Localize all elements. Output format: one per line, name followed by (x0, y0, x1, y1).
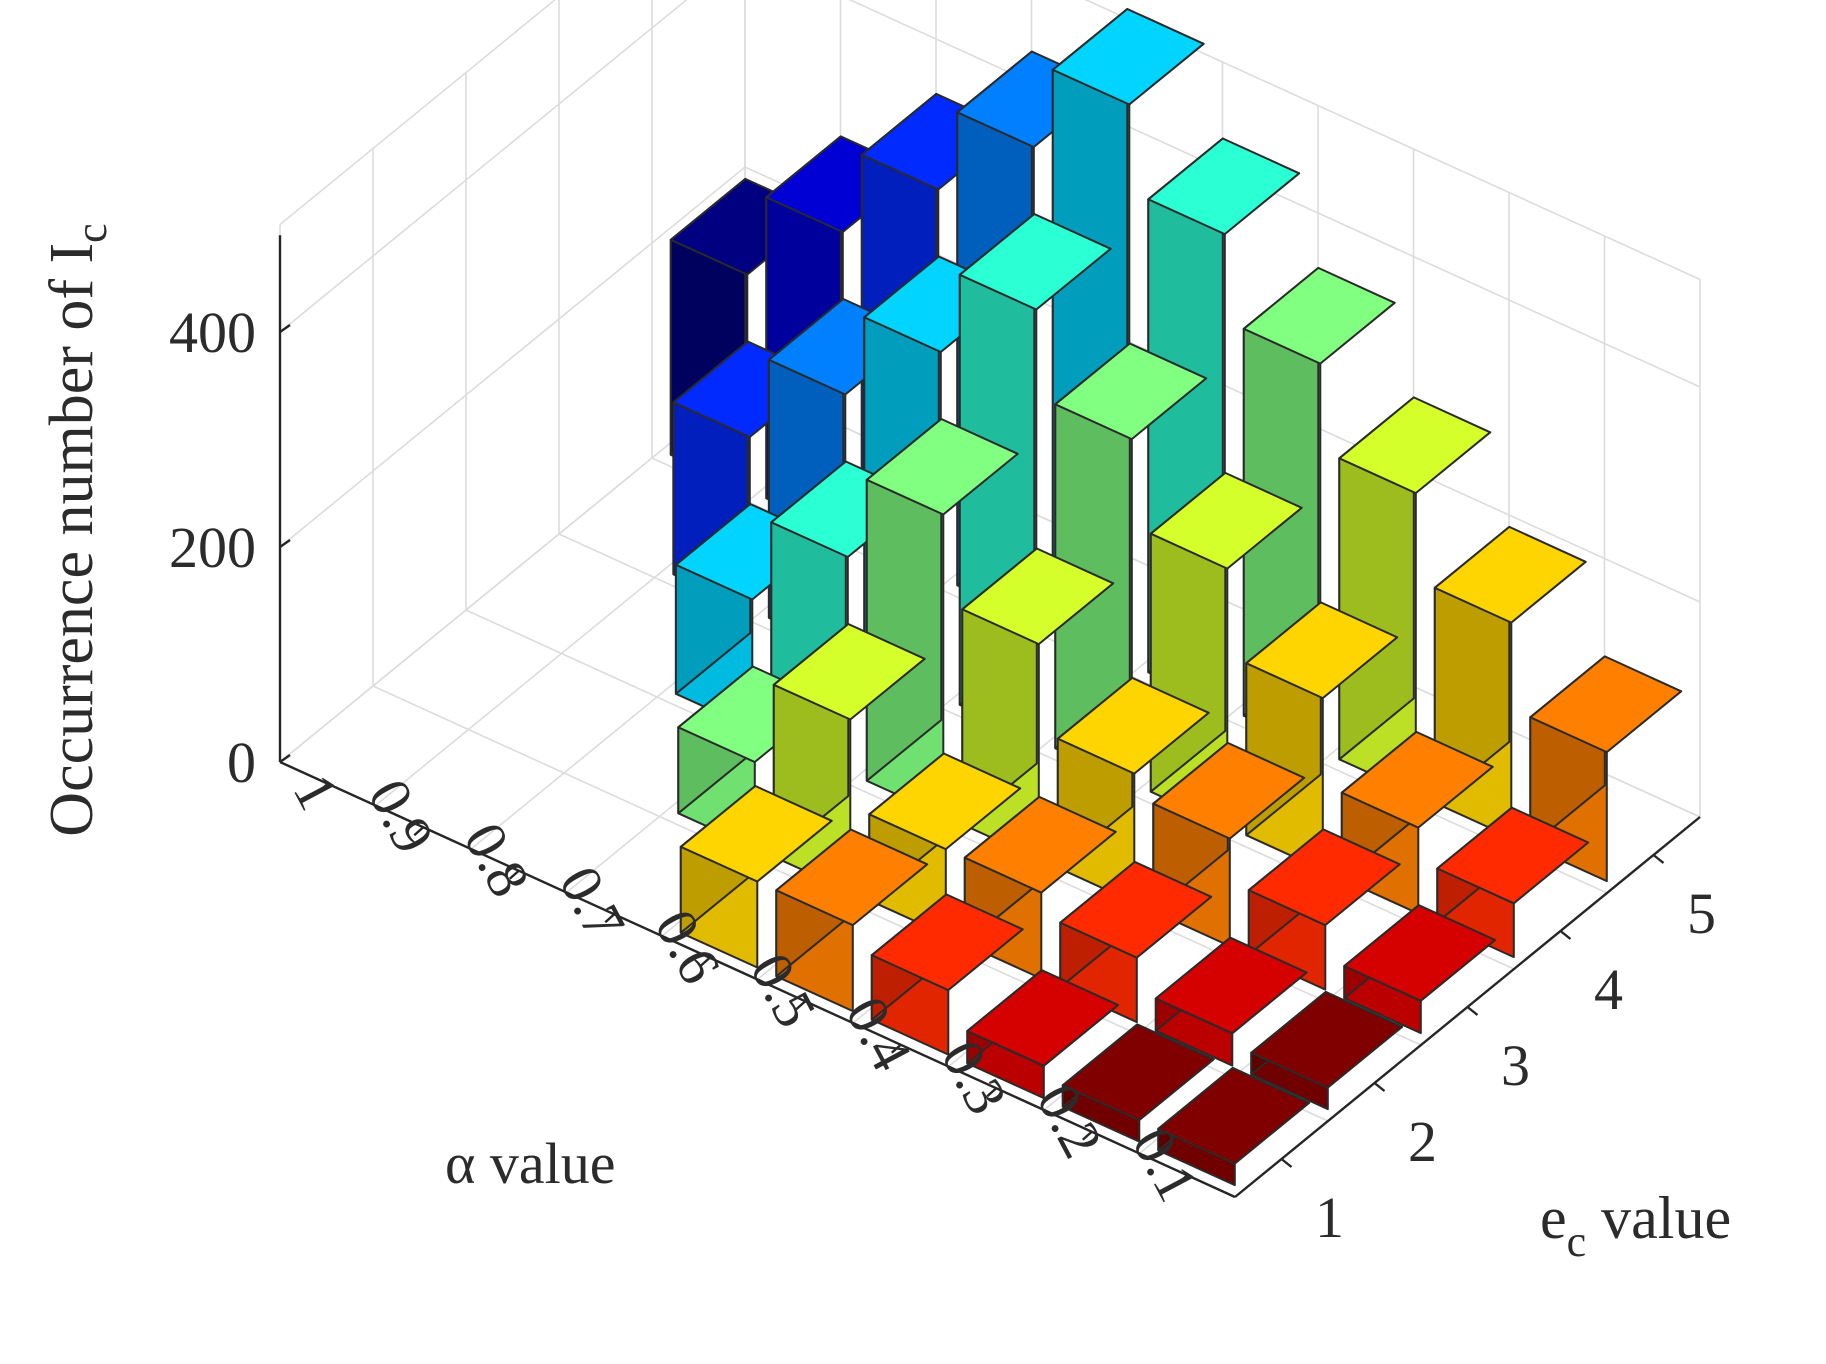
ec-tick-label: 3 (1501, 1033, 1530, 1098)
alpha-tick (604, 913, 616, 924)
bar-top (1152, 741, 1306, 840)
alpha-tick (986, 1087, 998, 1098)
bar-top (1340, 730, 1494, 829)
z-tick (279, 754, 291, 763)
z-axis-label: Occurrence number of Ic (38, 223, 116, 836)
ec-tick-label: 5 (1687, 881, 1716, 946)
alpha-axis-line (279, 760, 1236, 1199)
bar-top (1149, 471, 1303, 570)
bar-top (1154, 936, 1308, 1035)
ec-tick-label: 4 (1594, 957, 1623, 1022)
ec-tick-label: 2 (1408, 1109, 1437, 1174)
ec-tick-label: 1 (1315, 1185, 1344, 1250)
ec-tick (1652, 854, 1665, 864)
bar (1436, 806, 1590, 959)
bar (1157, 1066, 1311, 1187)
bar-top (1529, 655, 1683, 754)
gridline (279, 0, 1701, 281)
bar (1054, 342, 1208, 785)
bar-top (958, 213, 1112, 311)
z-tick-label: 400 (169, 300, 256, 365)
bar (679, 785, 833, 969)
bar (870, 893, 1024, 1056)
bar-top (775, 828, 929, 927)
bar-top (1061, 1023, 1215, 1122)
gridline (374, 424, 842, 807)
bar-top (1436, 806, 1590, 905)
alpha-tick (413, 826, 425, 837)
bar-top (870, 893, 1024, 992)
bar-top (1157, 1066, 1311, 1165)
bar-top (772, 623, 926, 721)
bar-top (961, 547, 1115, 646)
bar (1061, 1023, 1215, 1143)
ec-tick (1466, 1006, 1479, 1016)
bar-top (1250, 990, 1404, 1089)
bar (775, 828, 929, 1013)
bar-top (1059, 860, 1213, 959)
bar (966, 969, 1120, 1100)
bar-top (1343, 904, 1497, 1002)
bar-top (963, 795, 1117, 894)
bar-top (1433, 525, 1587, 624)
z-tick (279, 324, 291, 333)
alpha-axis-label: α value (445, 1131, 616, 1196)
alpha-tick-label: 0.8 (451, 812, 542, 907)
alpha-tick (795, 1000, 807, 1011)
bar (1343, 904, 1497, 1035)
alpha-tick-label: 0.7 (547, 856, 638, 951)
bar-top (865, 418, 1019, 516)
bar (1250, 990, 1404, 1111)
ec-tick (1559, 930, 1572, 940)
alpha-tick (1177, 1174, 1189, 1185)
bar-top (1147, 137, 1301, 236)
ec-tick (1280, 1158, 1293, 1168)
bar-top (966, 969, 1120, 1067)
alpha-tick-label: 1 (281, 764, 352, 820)
bar-top (1245, 601, 1399, 700)
z-tick-label: 200 (169, 515, 256, 580)
bar-top (1247, 828, 1401, 927)
bars (669, 8, 1683, 1187)
bar (1154, 936, 1308, 1067)
bar-top (1054, 342, 1208, 441)
ec-axis-label: ec value (1540, 1185, 1731, 1266)
gridline (279, 381, 746, 763)
z-tick-label: 0 (227, 730, 256, 795)
bar (1338, 396, 1492, 796)
alpha-tick (317, 782, 329, 793)
bar-top (868, 752, 1022, 851)
axes (278, 235, 1701, 1199)
bar-top (1338, 396, 1492, 495)
bar-top (1242, 266, 1396, 365)
alpha-tick (699, 956, 711, 967)
gridline (279, 0, 1701, 388)
bar (1247, 828, 1401, 991)
bar-top (1051, 8, 1205, 106)
alpha-tick (1081, 1130, 1093, 1141)
bar-top (1056, 676, 1210, 775)
z-tick (279, 539, 291, 548)
alpha-tick (890, 1043, 902, 1054)
bar-top (679, 785, 833, 883)
ec-tick (1373, 1082, 1386, 1092)
alpha-tick-label: 0.9 (356, 769, 447, 864)
alpha-tick (508, 869, 520, 880)
